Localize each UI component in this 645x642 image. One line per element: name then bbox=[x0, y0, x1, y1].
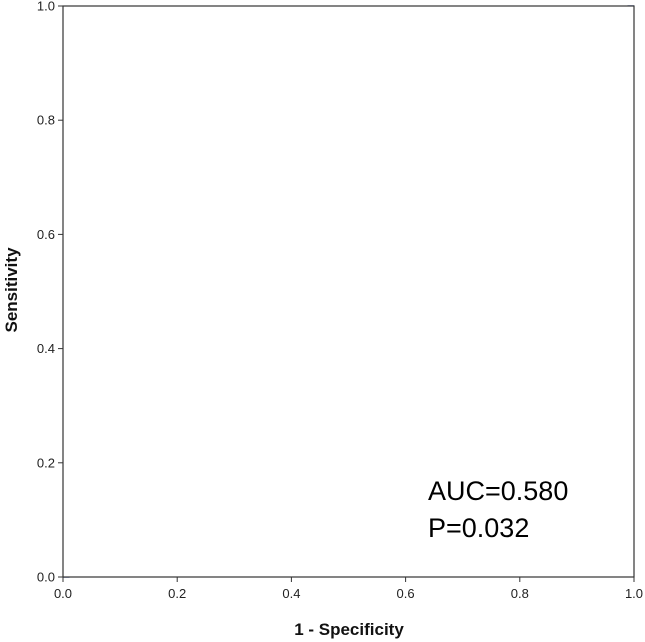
axes: 0.0 0.2 0.4 0.6 0.8 1.0 0.0 0.2 0.4 0.6 0.8 1.0 bbox=[37, 0, 643, 601]
auc-annotation: AUC=0.580 bbox=[428, 476, 568, 506]
x-tick-label: 1.0 bbox=[625, 586, 643, 601]
p-value-annotation: P=0.032 bbox=[428, 513, 529, 543]
y-tick-label: 0.2 bbox=[37, 455, 55, 470]
x-tick-label: 0.0 bbox=[54, 586, 72, 601]
x-tick-label: 0.8 bbox=[511, 586, 529, 601]
y-tick-label: 0.4 bbox=[37, 341, 55, 356]
y-tick-label: 1.0 bbox=[37, 0, 55, 14]
x-tick-label: 0.4 bbox=[282, 586, 300, 601]
y-tick-label: 0.0 bbox=[37, 570, 55, 585]
y-axis-title: Sensitivity bbox=[2, 247, 21, 333]
x-axis-title: 1 - Specificity bbox=[294, 620, 404, 639]
plot-frame bbox=[62, 5, 635, 578]
x-tick-label: 0.6 bbox=[397, 586, 415, 601]
x-tick-label: 0.2 bbox=[168, 586, 186, 601]
y-tick-label: 0.8 bbox=[37, 113, 55, 128]
y-tick-label: 0.6 bbox=[37, 227, 55, 242]
